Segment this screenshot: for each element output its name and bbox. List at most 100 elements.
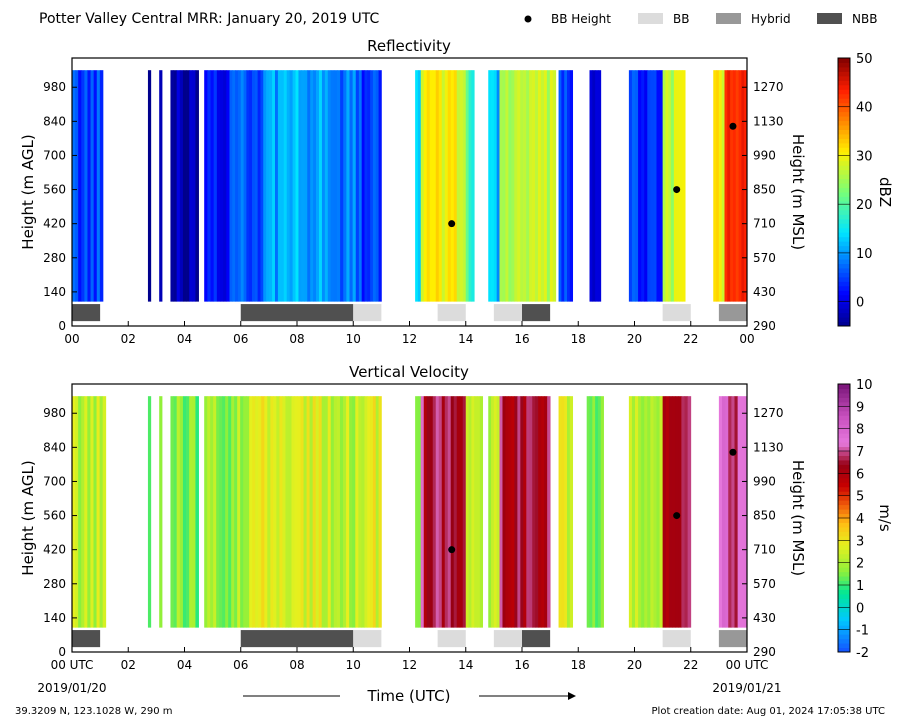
data-cell	[189, 70, 193, 302]
data-cell	[176, 70, 181, 302]
data-column	[558, 396, 574, 628]
data-cell	[324, 70, 329, 302]
x-tick-label: 20	[627, 658, 642, 672]
data-cell	[273, 396, 277, 628]
data-cell	[252, 396, 256, 628]
data-cell	[364, 396, 368, 628]
data-cell	[349, 70, 354, 302]
data-cell	[266, 70, 270, 302]
data-cell	[529, 396, 533, 628]
data-cell	[502, 70, 506, 302]
legend-bb-label: BB	[673, 12, 689, 26]
data-cell	[182, 396, 187, 628]
data-column	[415, 396, 422, 628]
data-cell	[99, 396, 104, 628]
data-cell	[491, 70, 495, 302]
data-cell	[532, 70, 536, 302]
y2-tick-label: 1270	[753, 80, 784, 94]
data-cell	[479, 396, 484, 628]
colorbar-segment	[838, 209, 850, 215]
colorbar-segment	[838, 549, 850, 555]
data-cell	[549, 70, 554, 302]
colorbar-segment	[838, 290, 850, 296]
colorbar-segment	[838, 133, 850, 139]
data-cell	[159, 70, 163, 302]
data-cell	[90, 70, 95, 302]
colorbar-segment	[838, 468, 850, 474]
colorbar-segment	[838, 218, 850, 224]
colorbar-segment	[838, 455, 850, 461]
data-cell	[415, 70, 419, 302]
data-cell	[517, 70, 521, 302]
data-column	[713, 70, 725, 302]
colorbar-segment	[838, 165, 850, 171]
data-cell	[333, 70, 338, 302]
y-tick-label: 700	[43, 148, 66, 162]
data-cell	[195, 396, 199, 628]
colorbar-label: m/s	[876, 504, 894, 532]
data-cell	[567, 70, 571, 302]
data-cell	[532, 396, 536, 628]
x-tick-label: 20	[627, 332, 642, 346]
bright-band-bar-nbb	[240, 304, 354, 322]
data-cell	[417, 396, 422, 628]
colorbar-segment	[838, 598, 850, 604]
data-cell	[508, 70, 512, 302]
colorbar-segment	[838, 308, 850, 314]
data-cell	[465, 70, 469, 302]
data-cell	[378, 70, 382, 302]
data-cell	[249, 396, 253, 628]
data-cell	[462, 396, 467, 628]
data-cell	[87, 396, 91, 628]
data-cell	[316, 70, 320, 302]
data-cell	[488, 396, 492, 628]
data-cell	[676, 70, 680, 302]
data-cell	[246, 396, 250, 628]
colorbar-tick-label: 10	[856, 247, 873, 262]
data-cell	[687, 396, 692, 628]
data-cell	[269, 70, 273, 302]
bright-band-bar-bb	[353, 630, 382, 648]
colorbar-segment	[838, 312, 850, 318]
colorbar-segment	[838, 486, 850, 492]
data-cell	[547, 396, 551, 628]
y-tick-label: 280	[43, 577, 66, 591]
data-cell	[417, 70, 422, 302]
data-cell	[735, 70, 739, 302]
data-cell	[595, 396, 599, 628]
data-cell	[207, 70, 211, 302]
data-cell	[511, 70, 515, 302]
colorbar-segment	[838, 392, 850, 398]
data-cell	[659, 70, 664, 302]
data-column	[147, 70, 152, 302]
y2-tick-label: 710	[753, 217, 776, 231]
bright-band-bar-bb	[493, 630, 522, 648]
x-tick-label: 18	[571, 658, 586, 672]
data-cell	[87, 70, 91, 302]
data-cell	[564, 70, 568, 302]
data-cell	[679, 70, 683, 302]
data-cell	[741, 70, 745, 302]
data-cell	[255, 396, 259, 628]
colorbar-segment	[838, 120, 850, 126]
data-cell	[220, 70, 224, 302]
legend-nbb-label: NBB	[852, 12, 877, 26]
data-cell	[724, 70, 728, 302]
colorbar-segment	[838, 147, 850, 153]
colorbar-tick-label: 20	[856, 198, 873, 213]
colorbar-segment	[838, 236, 850, 242]
data-cell	[240, 70, 244, 302]
data-cell	[84, 396, 88, 628]
end-date-label: 2019/01/21	[712, 681, 781, 695]
colorbar-segment	[838, 294, 850, 300]
data-cell	[96, 396, 101, 628]
data-column	[159, 396, 163, 628]
data-cell	[544, 396, 548, 628]
colorbar-segment	[838, 205, 850, 211]
data-cell	[303, 396, 307, 628]
data-cell	[223, 70, 227, 302]
data-cell	[423, 70, 428, 302]
x-tick-label: 12	[402, 332, 417, 346]
data-cell	[447, 70, 452, 302]
